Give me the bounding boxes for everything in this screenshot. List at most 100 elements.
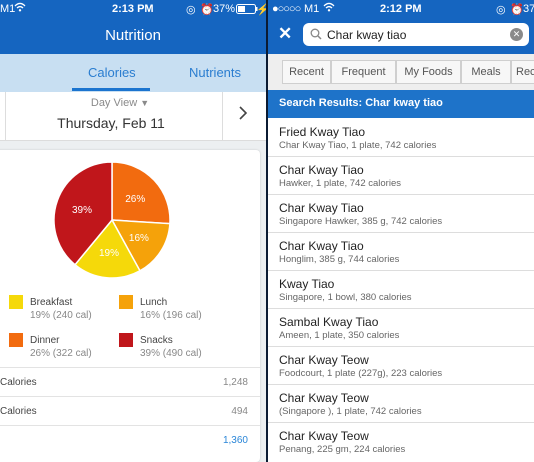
- carrier-label: M1: [0, 3, 16, 15]
- legend-detail-breakfast: 19% (240 cal): [30, 310, 92, 321]
- search-input[interactable]: Char kway tiao ✕: [303, 23, 529, 46]
- list-item[interactable]: Char Kway Tiao Hawker, 1 plate, 742 calo…: [268, 156, 534, 195]
- food-detail: Char Kway Tiao, 1 plate, 742 calories: [279, 140, 437, 151]
- day-view-selector[interactable]: Day View ▼: [0, 97, 240, 109]
- nutrition-screen: M1 2:13 PM ◎ ⏰ 37% ⚡ Nutrition Calories …: [0, 0, 266, 462]
- prev-day-button[interactable]: [0, 92, 6, 140]
- divider: [222, 92, 223, 140]
- carrier-label: M1: [304, 3, 320, 15]
- results-header-label: Search Results: Char kway tiao: [279, 97, 443, 109]
- lock-rotation-icon: ◎: [186, 4, 196, 16]
- food-name: Sambal Kway Tiao: [279, 315, 379, 329]
- legend-name-breakfast: Breakfast: [30, 297, 73, 308]
- summary-row-label: Calories: [0, 406, 37, 417]
- pie-slice-snacks: [53, 161, 113, 266]
- divider: [0, 396, 260, 397]
- lock-rotation-icon: ◎: [496, 4, 506, 16]
- list-item[interactable]: Char Kway Teow Penang, 225 gm, 224 calor…: [268, 422, 534, 460]
- chevron-right-icon: [239, 106, 248, 120]
- pie-slice-label: 19%: [99, 248, 119, 259]
- legend-swatch-lunch: [119, 295, 133, 309]
- alarm-icon: ⏰: [510, 4, 524, 16]
- tab-meals[interactable]: Meals: [461, 60, 511, 84]
- nutrition-header: [0, 0, 266, 54]
- tab-recent[interactable]: Recent: [282, 60, 331, 84]
- pie-slice-label: 26%: [125, 194, 145, 205]
- clear-search-button[interactable]: ✕: [510, 28, 523, 41]
- food-detail: (Singapore ), 1 plate, 742 calories: [279, 406, 422, 417]
- legend-name-snacks: Snacks: [140, 335, 173, 346]
- status-bar: ●○○○○ M1 2:12 PM ◎ ⏰ 37: [268, 0, 534, 18]
- pie-slice-breakfast: [73, 218, 141, 279]
- legend-swatch-dinner: [9, 333, 23, 347]
- food-detail: Singapore, 1 bowl, 380 calories: [279, 292, 412, 303]
- alarm-icon: ⏰: [200, 4, 214, 16]
- food-name: Char Kway Tiao: [279, 201, 364, 215]
- status-time: 2:13 PM: [112, 3, 154, 15]
- close-button[interactable]: ✕: [278, 24, 292, 44]
- list-item[interactable]: Fried Kway Tiao Char Kway Tiao, 1 plate,…: [268, 118, 534, 157]
- summary-total-value: 1,360: [222, 435, 248, 446]
- battery-percent: 37: [523, 3, 534, 15]
- pie-slice-lunch: [110, 219, 171, 272]
- next-day-button[interactable]: [238, 106, 248, 125]
- divider: [0, 367, 260, 368]
- search-input-value: Char kway tiao: [327, 28, 407, 42]
- active-tab-indicator: [72, 88, 150, 91]
- charging-icon: ⚡: [256, 4, 266, 16]
- page-title: Nutrition: [105, 27, 161, 44]
- food-source-tabs: Recent Frequent My Foods Meals Rec: [268, 54, 534, 90]
- list-item[interactable]: Char Kway Tiao Honglim, 385 g, 744 calor…: [268, 232, 534, 271]
- date-navigator: Day View ▼ Thursday, Feb 11: [0, 92, 266, 141]
- summary-row-value: 1,248: [222, 377, 248, 388]
- tab-frequent[interactable]: Frequent: [331, 60, 396, 84]
- caret-down-icon: ▼: [140, 98, 150, 108]
- legend-swatch-snacks: [119, 333, 133, 347]
- legend-detail-lunch: 16% (196 cal): [140, 310, 202, 321]
- tab-recipes[interactable]: Rec: [511, 60, 534, 84]
- tab-calories[interactable]: Calories: [88, 65, 136, 80]
- divider: [0, 425, 260, 426]
- pie-slice-dinner: [111, 161, 171, 225]
- screen-divider: [266, 0, 268, 462]
- food-detail: Singapore Hawker, 385 g, 742 calories: [279, 216, 443, 227]
- food-name: Char Kway Teow: [279, 353, 369, 367]
- list-item[interactable]: Char Kway Teow (Singapore ), 1 plate, 74…: [268, 384, 534, 423]
- food-name: Fried Kway Tiao: [279, 125, 366, 139]
- legend-name-dinner: Dinner: [30, 335, 60, 346]
- food-detail: Ameen, 1 plate, 350 calories: [279, 330, 400, 341]
- food-detail: Foodcourt, 1 plate (227g), 223 calories: [279, 368, 443, 379]
- status-time: 2:12 PM: [380, 3, 422, 15]
- day-view-label: Day View: [90, 97, 138, 109]
- wifi-icon: [14, 2, 26, 15]
- list-item[interactable]: Char Kway Teow Foodcourt, 1 plate (227g)…: [268, 346, 534, 385]
- food-detail: Hawker, 1 plate, 742 calories: [279, 178, 401, 189]
- legend-detail-dinner: 26% (322 cal): [30, 348, 92, 359]
- list-item[interactable]: Char Kway Tiao Singapore Hawker, 385 g, …: [268, 194, 534, 233]
- tab-my-foods[interactable]: My Foods: [396, 60, 461, 84]
- status-bar: M1 2:13 PM ◎ ⏰ 37% ⚡: [0, 0, 266, 18]
- legend-detail-snacks: 39% (490 cal): [140, 348, 202, 359]
- summary-row-value: 494: [231, 406, 248, 417]
- legend-name-lunch: Lunch: [140, 297, 168, 308]
- search-icon: [310, 28, 322, 40]
- legend-swatch-breakfast: [9, 295, 23, 309]
- clear-icon: ✕: [512, 29, 521, 39]
- food-name: Kway Tiao: [279, 277, 335, 291]
- battery-icon: [236, 4, 258, 17]
- signal-icon: ●○○○○: [272, 3, 301, 15]
- food-detail: Honglim, 385 g, 744 calories: [279, 254, 400, 265]
- pie-slice-label: 16%: [129, 233, 149, 244]
- food-name: Char Kway Teow: [279, 429, 369, 443]
- battery-percent: 37%: [213, 3, 236, 15]
- food-name: Char Kway Teow: [279, 391, 369, 405]
- summary-row-label: Calories: [0, 377, 37, 388]
- list-item[interactable]: Kway Tiao Singapore, 1 bowl, 380 calorie…: [268, 270, 534, 309]
- food-name: Char Kway Tiao: [279, 163, 364, 177]
- list-item[interactable]: Sambal Kway Tiao Ameen, 1 plate, 350 cal…: [268, 308, 534, 347]
- food-detail: Penang, 225 gm, 224 calories: [279, 444, 406, 455]
- tab-nutrients[interactable]: Nutrients: [189, 65, 242, 80]
- current-date: Thursday, Feb 11: [57, 115, 165, 131]
- nutrition-tabs: Calories Nutrients: [0, 54, 266, 92]
- close-icon: ✕: [278, 24, 293, 43]
